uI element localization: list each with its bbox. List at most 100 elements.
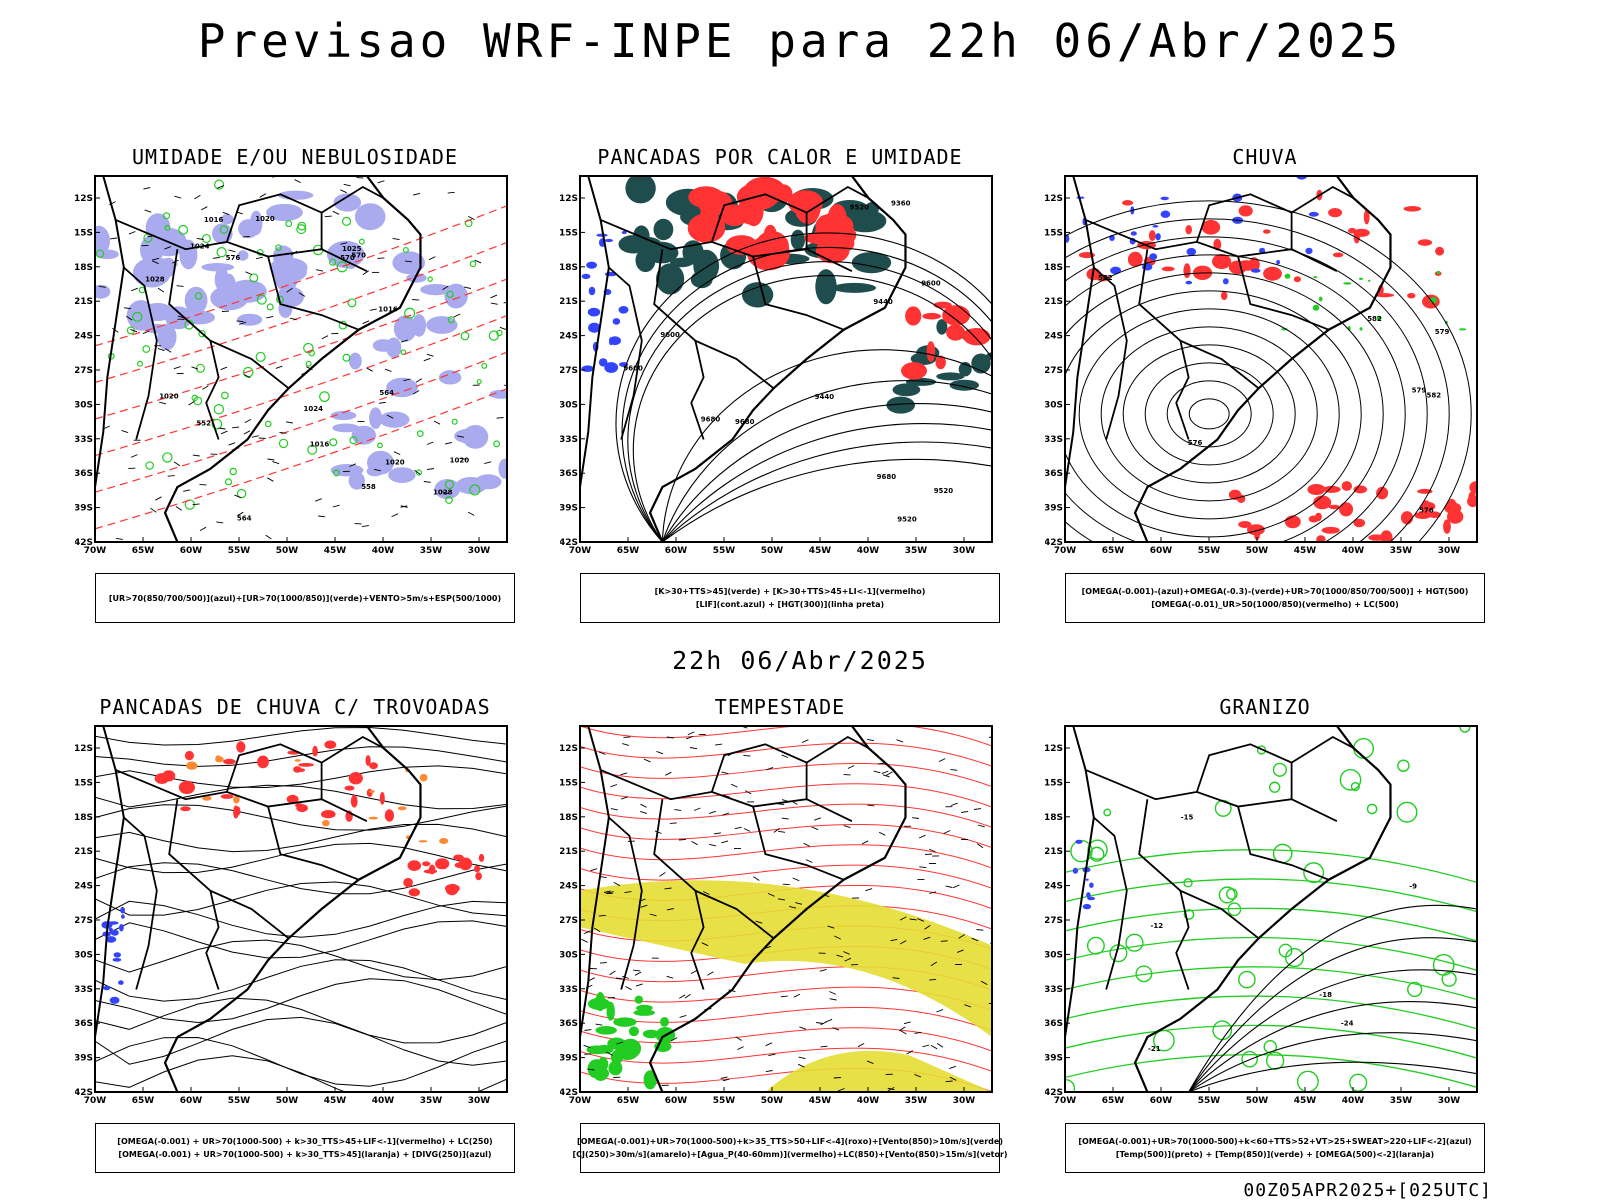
humidity-contour <box>470 261 475 266</box>
convection-area <box>322 820 330 826</box>
wind-area <box>613 1017 636 1026</box>
rain-area <box>1285 515 1301 528</box>
humidity-contour <box>230 468 236 474</box>
humidity-contour <box>348 299 356 307</box>
contour-label: 582 <box>1098 274 1113 282</box>
lat-label: 30S <box>560 400 578 410</box>
wind-vector <box>392 514 398 517</box>
wind-vector <box>858 1043 864 1046</box>
wind-area <box>660 1017 669 1027</box>
wind-vector <box>412 300 419 301</box>
omega-area <box>1131 231 1137 235</box>
wind-vector <box>394 452 400 455</box>
humidity-contour <box>452 419 457 424</box>
wind-vector <box>737 1047 743 1050</box>
wind-vector <box>744 829 750 832</box>
thunderstorm-area <box>479 854 484 862</box>
temp500-contour <box>1189 1062 1477 1092</box>
contour-label: 9680 <box>877 473 897 481</box>
lif-area <box>609 336 621 345</box>
humidity-contour <box>226 479 232 485</box>
hail-area <box>1086 892 1091 898</box>
wind-vector <box>950 769 957 770</box>
wind-vector <box>865 889 872 891</box>
wind-vector <box>454 314 460 317</box>
wind-vector <box>709 844 716 846</box>
wind-vector <box>867 805 874 806</box>
humidity-contour <box>202 235 210 243</box>
temp850-contour <box>1065 1055 1477 1088</box>
lon-label: 55W <box>1198 546 1221 556</box>
wind-vector <box>904 1022 911 1024</box>
storm-area <box>905 306 921 325</box>
lif-area <box>582 274 591 279</box>
contour-label: 9600 <box>921 279 941 287</box>
omega-area <box>1437 271 1441 274</box>
lat-label: 30S <box>1045 950 1063 960</box>
legend-line: [OMEGA(-0.001) + UR>70(1000-500) + k>30_… <box>117 1135 492 1148</box>
rain-area <box>1353 229 1369 237</box>
temp850-contour <box>1460 722 1470 732</box>
wind-vector <box>268 459 275 460</box>
wind-vector <box>622 744 629 746</box>
contour-label: 582 <box>1367 315 1382 323</box>
wind-vector <box>584 1045 591 1047</box>
instability-area <box>654 219 674 240</box>
wind-vector <box>766 1071 773 1072</box>
humidity-area <box>456 477 487 494</box>
lon-label: 35W <box>1390 1096 1413 1106</box>
wind-area <box>620 1039 641 1058</box>
lon-label: 55W <box>713 1096 736 1106</box>
rain-area <box>1263 229 1271 233</box>
wind-vector <box>585 1030 592 1031</box>
temp850-contour <box>1434 955 1454 975</box>
lon-label: 70W <box>84 546 107 556</box>
contour-label: 9600 <box>660 331 680 339</box>
thunderstorm-area <box>236 741 245 752</box>
lat-label: 21S <box>75 847 93 857</box>
thunderstorm-area <box>446 885 458 895</box>
lon-label: 55W <box>228 1096 251 1106</box>
storm-area <box>828 204 847 233</box>
wind-vector <box>155 497 161 500</box>
convection-area <box>439 838 448 844</box>
wind-vector <box>581 939 587 942</box>
humidity-contour <box>179 225 188 234</box>
thickness-contour <box>95 316 507 456</box>
rain-area <box>1322 527 1340 534</box>
omega-area <box>1186 281 1193 285</box>
temp850-contour <box>1239 972 1255 988</box>
water-contour <box>580 824 992 847</box>
instability-area <box>742 282 773 307</box>
wind-vector <box>721 841 728 843</box>
temp850-contour <box>1273 763 1286 776</box>
lat-label: 27S <box>75 366 93 376</box>
lon-label: 40W <box>1342 546 1365 556</box>
thunderstorm-area <box>155 773 169 784</box>
wind-vector <box>188 401 194 405</box>
wind-vector <box>370 309 377 310</box>
wind-vector <box>500 327 507 329</box>
streamline <box>95 747 507 767</box>
divergence-area <box>109 928 113 932</box>
rain-area <box>1183 263 1190 278</box>
wind-vector <box>159 402 166 404</box>
wind-vector <box>640 804 646 807</box>
wind-vector <box>937 1043 943 1047</box>
omega-area <box>1149 253 1157 260</box>
humidity-contour <box>146 462 153 469</box>
wind-vector <box>363 321 370 324</box>
temp850-contour <box>1398 760 1409 771</box>
lat-label: 36S <box>560 1019 578 1029</box>
wind-vector <box>110 238 117 239</box>
omega-area <box>1309 212 1319 217</box>
humidity-contour <box>279 439 287 447</box>
wind-vector <box>145 210 152 212</box>
wind-vector <box>193 455 200 456</box>
omega-area <box>1319 297 1323 302</box>
wind-vector <box>714 833 721 834</box>
lon-label: 55W <box>1198 1096 1221 1106</box>
